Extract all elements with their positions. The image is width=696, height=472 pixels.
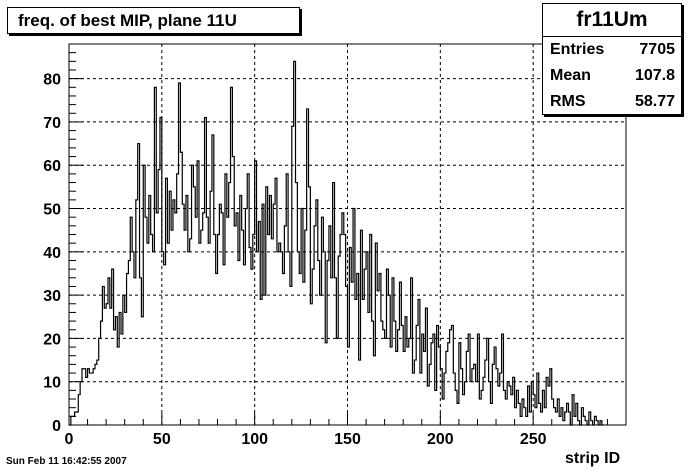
timestamp: Sun Feb 11 16:42:55 2007 (6, 456, 127, 467)
y-tick-label: 80 (43, 72, 61, 89)
stats-label: Mean (550, 67, 591, 84)
plot-title: freq. of best MIP, plane 11U (7, 7, 300, 34)
stats-label: Entries (550, 41, 605, 58)
axes: 0 10 20 30 40 50 60 70 80 0 50 100 150 200 250 (43, 43, 627, 448)
histogram-bars (69, 60, 604, 426)
y-tick-label: 40 (43, 245, 61, 262)
y-tick-label: 30 (43, 288, 61, 305)
x-tick-label: 150 (334, 431, 361, 448)
stats-value: 7705 (639, 41, 675, 58)
stats-histogram-name: fr11Um (543, 4, 681, 37)
stats-box: fr11Um Entries 7705 Mean 107.8 RMS 58.77 (542, 3, 682, 115)
y-tick-label: 20 (43, 331, 61, 348)
stats-value: 107.8 (634, 67, 675, 84)
y-tick-label: 70 (43, 115, 61, 132)
x-tick-label: 100 (241, 431, 268, 448)
histogram-series (69, 60, 604, 426)
y-tick-label: 10 (43, 375, 61, 392)
x-tick-label: 0 (65, 431, 74, 448)
y-tick-label: 0 (52, 418, 61, 435)
x-tick-label: 50 (153, 431, 171, 448)
stats-row-rms: RMS 58.77 (543, 89, 681, 115)
x-tick-label: 250 (520, 431, 547, 448)
stats-row-entries: Entries 7705 (543, 37, 681, 63)
y-tick-label: 60 (43, 158, 61, 175)
x-tick-label: 200 (427, 431, 454, 448)
stats-row-mean: Mean 107.8 (543, 63, 681, 89)
stats-label: RMS (550, 93, 586, 110)
x-axis-label: strip ID (565, 450, 621, 467)
y-tick-label: 50 (43, 202, 61, 219)
stats-value: 58.77 (634, 93, 675, 110)
